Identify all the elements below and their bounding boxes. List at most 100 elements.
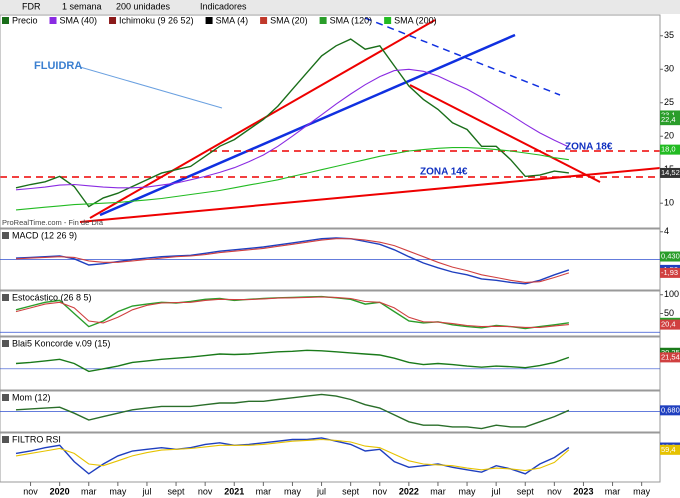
panel-checkbox (2, 436, 9, 443)
series-line (15, 237, 570, 285)
y-tick-label: 100 (664, 289, 679, 299)
panel-title: Estocástico (26 8 5) (12, 292, 92, 302)
legend-swatch (2, 17, 9, 24)
legend-swatch (109, 17, 117, 24)
series-line (15, 296, 569, 328)
trend-line (79, 167, 661, 223)
annotation: ZONA 18€ (565, 142, 613, 153)
y-tick-label: 30 (664, 64, 674, 74)
x-tick-label: sept (517, 486, 535, 496)
series-line (15, 238, 570, 283)
x-tick-label: may (284, 486, 302, 496)
panel-checkbox (2, 294, 9, 301)
y-tick-label: 4 (664, 226, 669, 236)
value-marker (660, 267, 680, 278)
value-marker (660, 167, 680, 178)
legend-label: Ichimoku (9 26 52) (119, 15, 194, 25)
legend-label: SMA (40) (60, 15, 98, 25)
series-line (15, 438, 570, 472)
x-tick-label: 2022 (399, 486, 419, 496)
series-line (15, 349, 570, 373)
x-tick-label: mar (81, 486, 97, 496)
value-marker-label: 20,4 (661, 320, 676, 329)
legend-swatch (384, 17, 392, 24)
value-marker-label: 59,4 (661, 445, 676, 454)
series-line (15, 437, 570, 475)
x-tick-label: mar (605, 486, 621, 496)
x-tick-label: 2021 (224, 486, 244, 496)
legend-swatch (49, 17, 57, 24)
x-tick-label: nov (198, 486, 213, 496)
y-tick-label: 35 (664, 30, 674, 40)
legend-swatch (319, 17, 327, 24)
panel (0, 14, 661, 229)
series-line (15, 147, 569, 211)
x-tick-label: may (633, 486, 651, 496)
y-tick-label: 10 (664, 198, 674, 208)
pointer-line (79, 66, 223, 109)
x-tick-label: sept (342, 486, 360, 496)
panel-title: MACD (12 26 9) (12, 230, 77, 240)
legend-label: SMA (200) (394, 15, 437, 25)
value-marker (660, 444, 680, 455)
annotation: ZONA 14€ (420, 167, 468, 178)
legend-label: Precio (12, 15, 38, 25)
panel-checkbox (2, 394, 9, 401)
value-marker (660, 352, 680, 363)
value-marker (660, 319, 680, 330)
value-marker (660, 251, 680, 262)
series-line (15, 68, 570, 191)
value-marker-label: 21,54 (661, 352, 680, 361)
value-marker-label: 14,52 (661, 168, 680, 177)
legend-swatch (205, 17, 213, 24)
period[interactable]: 1 semana (62, 1, 102, 11)
x-tick-label: mar (256, 486, 272, 496)
x-tick-label: mar (430, 486, 446, 496)
panel (0, 336, 661, 391)
value-marker-label: 23,1 (661, 110, 676, 119)
series-line (15, 38, 569, 208)
x-tick-label: jul (491, 486, 501, 496)
panel (0, 432, 661, 483)
value-marker-label: 0,680 (661, 405, 680, 414)
panel-title: Mom (12) (12, 392, 51, 402)
legend-label: SMA (120) (330, 15, 373, 25)
panel-title: FILTRO RSI (12, 434, 61, 444)
value-marker-label: 0,430 (661, 252, 680, 261)
panel-checkbox (2, 340, 9, 347)
legend-label: SMA (4) (216, 15, 249, 25)
x-tick-label: sept (168, 486, 186, 496)
value-marker-label: 22,4 (661, 115, 676, 124)
trend-line (364, 17, 561, 96)
x-tick-label: may (459, 486, 477, 496)
value-marker-label: 30,25 (661, 348, 680, 357)
units[interactable]: 200 unidades (116, 1, 171, 11)
toolbar (0, 0, 680, 14)
legend-label: SMA (20) (270, 15, 308, 25)
trend-line (89, 19, 436, 219)
indicators[interactable]: Indicadores (200, 1, 247, 11)
value-marker (660, 405, 680, 416)
x-tick-label: 2023 (573, 486, 593, 496)
x-tick-label: jul (141, 486, 151, 496)
y-tick-label: 20 (664, 131, 674, 141)
panel-title: Blai5 Koncorde v.09 (15) (12, 338, 110, 348)
x-tick-label: nov (23, 486, 38, 496)
x-tick-label: may (109, 486, 127, 496)
series-line (15, 295, 569, 330)
panel-checkbox (2, 232, 9, 239)
y-tick-label: 50 (664, 308, 674, 318)
x-tick-label: nov (547, 486, 562, 496)
trend-line (409, 84, 601, 183)
x-tick-label: jul (316, 486, 326, 496)
value-marker-label: -1,93 (661, 268, 678, 277)
annotation: ProRealTime.com - Fin de Día (2, 218, 104, 227)
x-tick-label: 2020 (50, 486, 70, 496)
value-marker (660, 144, 680, 155)
symbol[interactable]: FDR (22, 1, 41, 11)
value-marker-label: 18,0 (661, 145, 676, 154)
legend-swatch (260, 17, 268, 24)
value-marker (660, 115, 680, 126)
